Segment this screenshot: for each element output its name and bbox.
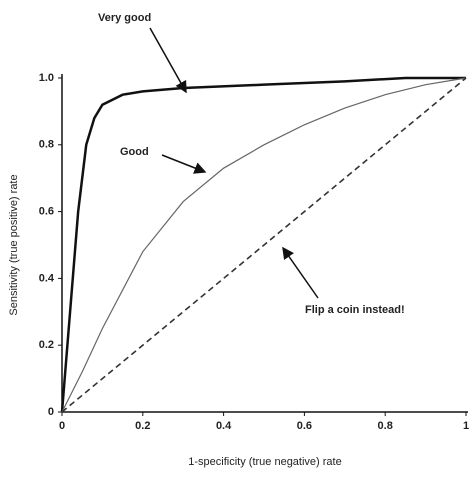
annotation-arrow bbox=[283, 248, 318, 298]
annotation: Very good bbox=[98, 12, 151, 24]
x-tick-label: 0.4 bbox=[216, 420, 232, 432]
y-axis-label: Sensitivity (true positive) rate bbox=[8, 174, 20, 315]
x-tick-label: 0 bbox=[59, 420, 65, 432]
annotation-arrow bbox=[150, 28, 186, 92]
x-tick-label: 0.8 bbox=[378, 420, 393, 432]
y-tick-label: 0.8 bbox=[39, 139, 54, 151]
x-tick-label: 0.2 bbox=[135, 420, 150, 432]
y-tick-label: 0.6 bbox=[39, 206, 54, 218]
y-tick-label: 0 bbox=[48, 406, 54, 418]
x-tick-label: 1 bbox=[463, 420, 469, 432]
y-tick-label: 1.0 bbox=[39, 72, 54, 84]
y-tick-label: 0.2 bbox=[39, 339, 54, 351]
annotation: Good bbox=[120, 146, 149, 158]
x-tick-label: 0.6 bbox=[297, 420, 312, 432]
x-axis-label: 1-specificity (true negative) rate bbox=[188, 456, 341, 468]
y-tick-label: 0.4 bbox=[39, 272, 55, 284]
annotation-arrow bbox=[162, 155, 205, 172]
chart: 1-specificity (true negative) rate Sensi… bbox=[0, 0, 471, 472]
annotation: Flip a coin instead! bbox=[305, 304, 405, 316]
roc-curve bbox=[62, 78, 466, 412]
